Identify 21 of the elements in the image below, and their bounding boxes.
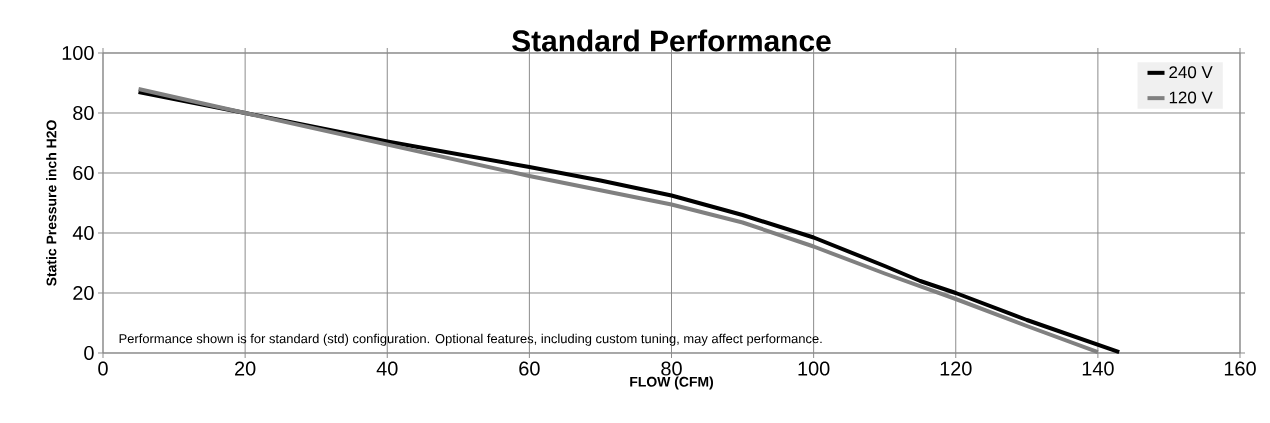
chart-title: Standard Performance [512,29,831,52]
y-tick-label: 80 [73,105,94,121]
legend-label: 240 V [1169,66,1213,79]
y-tick-label: 40 [72,225,94,241]
legend-label: 120 V [1169,91,1213,104]
x-tick-label: 80 [661,361,682,376]
y-tick-label: 20 [73,285,94,301]
annotation: Performance shown is for standard (std) configuration. Optional features, including custom tuning, may affect performance. [119,333,822,346]
y-axis-title: Static Pressure inch H2O [46,120,57,286]
x-tick-label: 160 [1224,361,1256,376]
x-tick-label: 40 [376,361,398,376]
x-axis-title: FLOW (CFM) [630,376,714,390]
x-tick-label: 120 [940,361,972,376]
x-tick-label: 20 [235,361,256,376]
y-tick-label: 100 [62,45,94,61]
x-tick-label: 60 [519,361,540,376]
x-tick-label: 100 [798,361,830,376]
y-tick-label: 0 [84,345,94,361]
x-tick-label: 140 [1082,361,1114,376]
x-tick-label: 0 [98,361,108,376]
y-tick-label: 60 [73,165,94,181]
